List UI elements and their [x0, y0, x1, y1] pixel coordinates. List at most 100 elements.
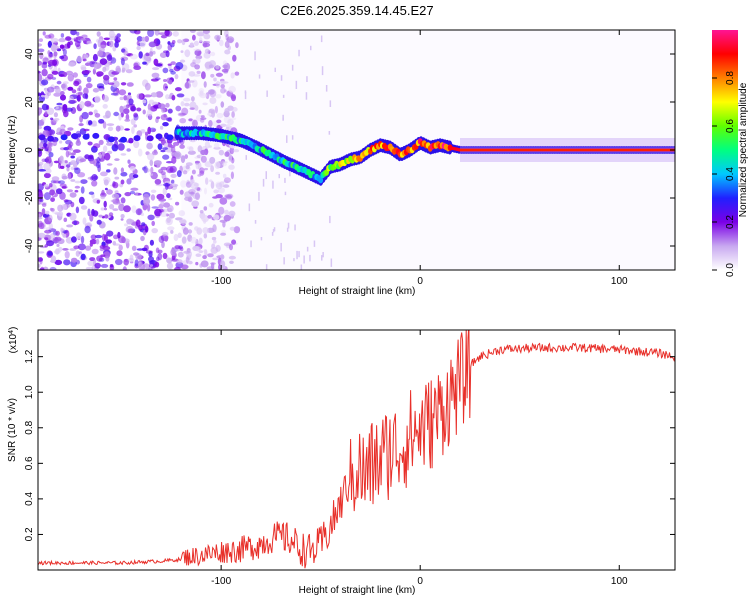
noise-speckle [180, 50, 184, 53]
noise-speckle [71, 257, 78, 263]
noise-speckle [135, 191, 139, 196]
snr-y-scale-close: ) [8, 327, 19, 330]
snr-panel: -100 0 100 0.2 0.4 0.6 0.8 1.0 1.2 Height of str… [7, 327, 676, 596]
noise-speckle [173, 233, 179, 242]
noise-speckle [224, 151, 230, 157]
noise-streak [284, 191, 287, 196]
noise-speckle [215, 171, 221, 175]
noise-speckle [223, 214, 231, 222]
noise-speckle [94, 113, 101, 118]
noise-speckle [156, 39, 161, 45]
noise-speckle [196, 31, 205, 37]
noise-speckle [175, 217, 183, 221]
colorbar-tick-label: 0.6 [725, 119, 736, 133]
colorbar-scale [712, 30, 738, 270]
noise-speckle [141, 247, 148, 252]
noise-speckle [136, 45, 141, 51]
noise-speckle [120, 214, 125, 219]
noise-speckle [224, 49, 231, 55]
noise-speckle [86, 222, 92, 226]
noise-speckle [177, 112, 186, 117]
noise-speckle [144, 225, 149, 233]
noise-speckle [53, 236, 62, 242]
noise-speckle [163, 79, 167, 82]
noise-speckle [226, 124, 230, 127]
noise-speckle [60, 33, 65, 38]
noise-speckle [88, 120, 93, 126]
noise-streak [305, 92, 308, 100]
noise-speckle [106, 189, 113, 195]
noise-speckle [113, 77, 118, 81]
noise-speckle [73, 80, 80, 87]
noise-speckle [170, 173, 177, 178]
noise-speckle [126, 148, 131, 152]
noise-speckle [189, 42, 194, 47]
noise-speckle [86, 76, 92, 83]
noise-speckle [210, 181, 215, 189]
snr-y-tick-label: 0.8 [24, 420, 35, 434]
noise-speckle [106, 163, 113, 166]
noise-speckle [43, 172, 51, 179]
noise-streak [310, 45, 312, 51]
noise-speckle [98, 139, 104, 145]
noise-speckle [187, 80, 191, 84]
noise-speckle [171, 179, 175, 184]
noise-speckle [90, 175, 94, 181]
noise-speckle [105, 256, 110, 262]
noise-speckle [228, 210, 236, 217]
noise-speckle [184, 82, 192, 89]
noise-speckle [203, 81, 207, 88]
noise-speckle [180, 180, 187, 188]
noise-speckle [123, 108, 130, 115]
noise-speckle [133, 112, 139, 118]
noise-speckle [134, 259, 139, 267]
noise-speckle [116, 250, 123, 257]
noise-speckle [190, 236, 197, 244]
noise-speckle [136, 36, 143, 42]
noise-speckle [108, 36, 116, 41]
noise-speckle [99, 245, 106, 249]
noise-speckle [114, 37, 121, 43]
noise-speckle [42, 31, 46, 36]
noise-speckle [233, 226, 241, 234]
noise-speckle [151, 228, 158, 234]
noise-speckle [193, 182, 200, 187]
noise-speckle [209, 179, 213, 183]
noise-speckle [42, 61, 47, 65]
noise-speckle [89, 242, 93, 247]
noise-speckle [195, 261, 199, 266]
noise-streak [282, 114, 284, 121]
noise-speckle [199, 92, 208, 99]
noise-speckle [188, 189, 196, 195]
noise-streak [298, 49, 300, 57]
noise-speckle [147, 30, 155, 37]
noise-speckle [166, 205, 174, 213]
noise-speckle [144, 82, 151, 91]
noise-streak [313, 240, 316, 247]
noise-speckle [190, 30, 196, 33]
noise-speckle [220, 84, 225, 89]
noise-streak [306, 76, 308, 82]
noise-speckle [207, 214, 213, 219]
noise-speckle [38, 232, 46, 238]
colorbar-axes: 0.0 0.2 0.4 0.6 0.8 [712, 71, 736, 277]
noise-speckle [175, 105, 182, 112]
noise-speckle [154, 178, 162, 185]
noise-speckle [49, 233, 56, 241]
noise-speckle [38, 73, 43, 82]
noise-speckle [172, 183, 176, 186]
noise-speckle [38, 251, 45, 254]
noise-speckle [43, 192, 51, 201]
noise-speckle [50, 255, 57, 263]
noise-speckle [41, 68, 48, 77]
noise-speckle [140, 212, 145, 217]
noise-speckle [80, 186, 85, 194]
noise-speckle [54, 259, 63, 266]
noise-speckle [49, 183, 53, 188]
spectrogram-x-tick-label: 100 [611, 276, 628, 287]
noise-speckle [59, 44, 65, 49]
noise-speckle [220, 254, 225, 260]
noise-speckle [147, 126, 152, 135]
spectrogram-axes: -100 0 100 -40 -20 0 20 40 [24, 30, 675, 287]
noise-speckle [198, 250, 204, 254]
